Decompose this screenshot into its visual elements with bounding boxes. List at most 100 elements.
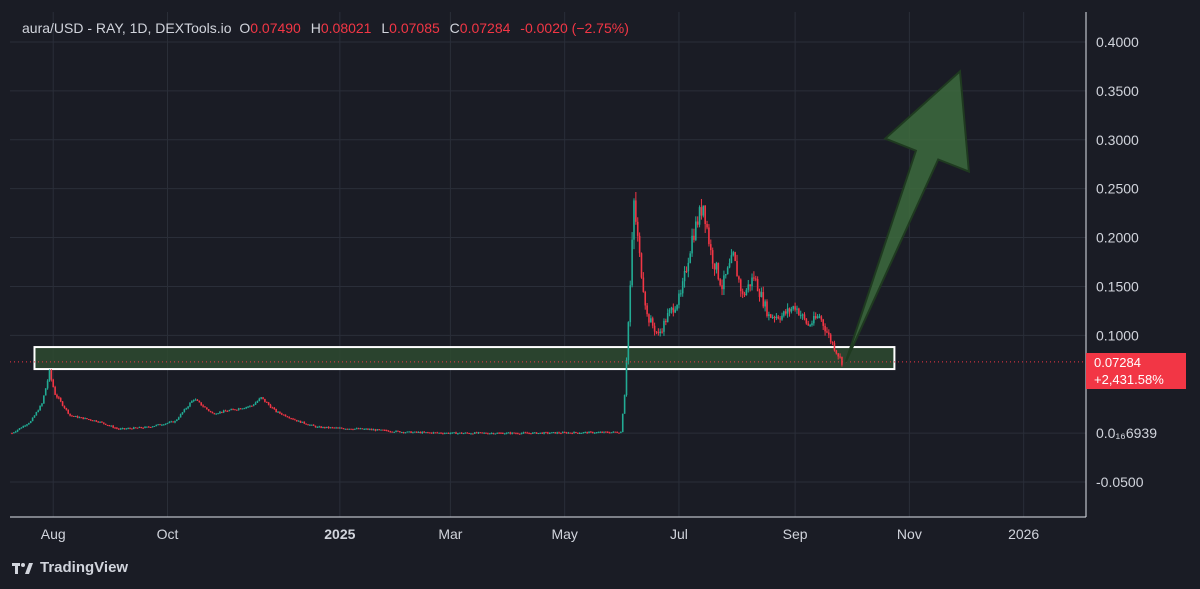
- candle-body: [445, 432, 448, 434]
- candle-body: [219, 411, 221, 414]
- candle-body: [713, 263, 716, 270]
- candle-body: [144, 426, 146, 428]
- candle-body: [340, 427, 343, 429]
- candle-body: [468, 433, 470, 435]
- candle-body: [110, 425, 113, 427]
- candle-body: [828, 332, 830, 335]
- candle-body: [43, 395, 45, 404]
- candle-body: [430, 432, 433, 434]
- tradingview-logo[interactable]: TradingView: [12, 559, 128, 576]
- candle-body: [380, 429, 382, 431]
- candle-body: [369, 429, 371, 431]
- candle-body: [254, 402, 257, 405]
- candle-body: [234, 409, 236, 411]
- candle-body: [651, 318, 654, 326]
- candle-body: [784, 311, 787, 314]
- candle-body: [569, 432, 572, 434]
- candle-body: [751, 277, 753, 287]
- candle-body: [284, 414, 287, 417]
- candle-body: [339, 427, 341, 429]
- candle-body: [612, 431, 615, 433]
- candle-body: [241, 408, 244, 410]
- candle-body: [824, 325, 826, 332]
- candle-body: [753, 277, 755, 279]
- time-tick-label: Sep: [783, 526, 808, 542]
- candle-body: [728, 263, 731, 268]
- candle-body: [723, 275, 725, 290]
- candle-body: [798, 308, 800, 316]
- candle-body: [256, 401, 259, 403]
- price-tick-label: 0.4000: [1096, 34, 1139, 50]
- candle-body: [63, 405, 66, 409]
- time-tick-label: Jul: [670, 526, 688, 542]
- candle-body: [788, 308, 791, 312]
- candle-body: [367, 428, 369, 430]
- candle-body: [736, 260, 738, 277]
- candle-body: [584, 432, 587, 434]
- candle-body: [280, 413, 283, 415]
- brand-name: TradingView: [40, 559, 129, 576]
- candle-body: [545, 432, 547, 434]
- candle-body: [262, 397, 264, 399]
- candle-body: [252, 404, 255, 406]
- price-tick-label: 0.0₁₆6939: [1096, 425, 1157, 441]
- candle-body: [790, 308, 793, 312]
- candle-body: [522, 432, 525, 434]
- candle-body: [31, 417, 34, 422]
- candle-body: [775, 316, 778, 319]
- candle-body: [14, 431, 17, 433]
- candle-body: [760, 292, 763, 297]
- candle-body: [125, 428, 128, 430]
- candle-body: [170, 421, 173, 423]
- candle-body: [693, 235, 695, 240]
- candle-body: [432, 432, 435, 434]
- candle-body: [413, 431, 416, 433]
- candle-body: [663, 320, 665, 332]
- candle-body: [681, 281, 684, 294]
- candle-body: [700, 207, 703, 216]
- candle-body: [466, 432, 469, 434]
- candle-body: [54, 387, 56, 395]
- candle-body: [547, 432, 549, 434]
- support-zone[interactable]: [33, 346, 896, 371]
- candle-body: [766, 301, 768, 316]
- candle-body: [393, 431, 395, 433]
- candle-body: [792, 306, 795, 309]
- candle-body: [768, 314, 770, 316]
- candle-body: [387, 430, 390, 432]
- price-tick-label: -0.0500: [1096, 474, 1144, 490]
- candle-body: [749, 284, 751, 287]
- candle-body: [46, 380, 49, 389]
- candle-body: [395, 430, 397, 432]
- candle-body: [601, 431, 603, 433]
- candle-body: [659, 331, 662, 334]
- candle-body: [739, 279, 742, 292]
- candle-body: [839, 356, 841, 358]
- candle-body: [348, 428, 351, 430]
- candle-body: [294, 419, 296, 421]
- candle-body: [563, 432, 566, 434]
- trend-arrow[interactable]: [844, 69, 971, 363]
- candle-body: [696, 221, 699, 225]
- candle-body: [159, 424, 161, 426]
- candle-body: [106, 424, 109, 426]
- candle-body: [554, 432, 557, 434]
- candle-body: [251, 405, 253, 407]
- candle-body: [629, 285, 632, 323]
- candle-body: [157, 424, 159, 426]
- candle-body: [119, 428, 122, 430]
- candle-body: [406, 431, 409, 433]
- candle-body: [773, 317, 776, 319]
- candle-body: [13, 432, 15, 434]
- price-axis[interactable]: 0.4000 0.3500 0.3000 0.2500 0.2000 0.1500 0.10…: [1096, 34, 1157, 490]
- candle-body: [132, 427, 135, 430]
- candle-body: [698, 207, 701, 225]
- candle-body: [650, 318, 652, 323]
- candle-body: [352, 429, 354, 431]
- candle-body: [447, 432, 450, 434]
- candle-body: [415, 431, 418, 433]
- time-axis[interactable]: Aug Oct 2025 Mar May Jul Sep Nov 2026: [41, 526, 1040, 542]
- candle-body: [104, 423, 107, 425]
- candle-body: [384, 429, 386, 431]
